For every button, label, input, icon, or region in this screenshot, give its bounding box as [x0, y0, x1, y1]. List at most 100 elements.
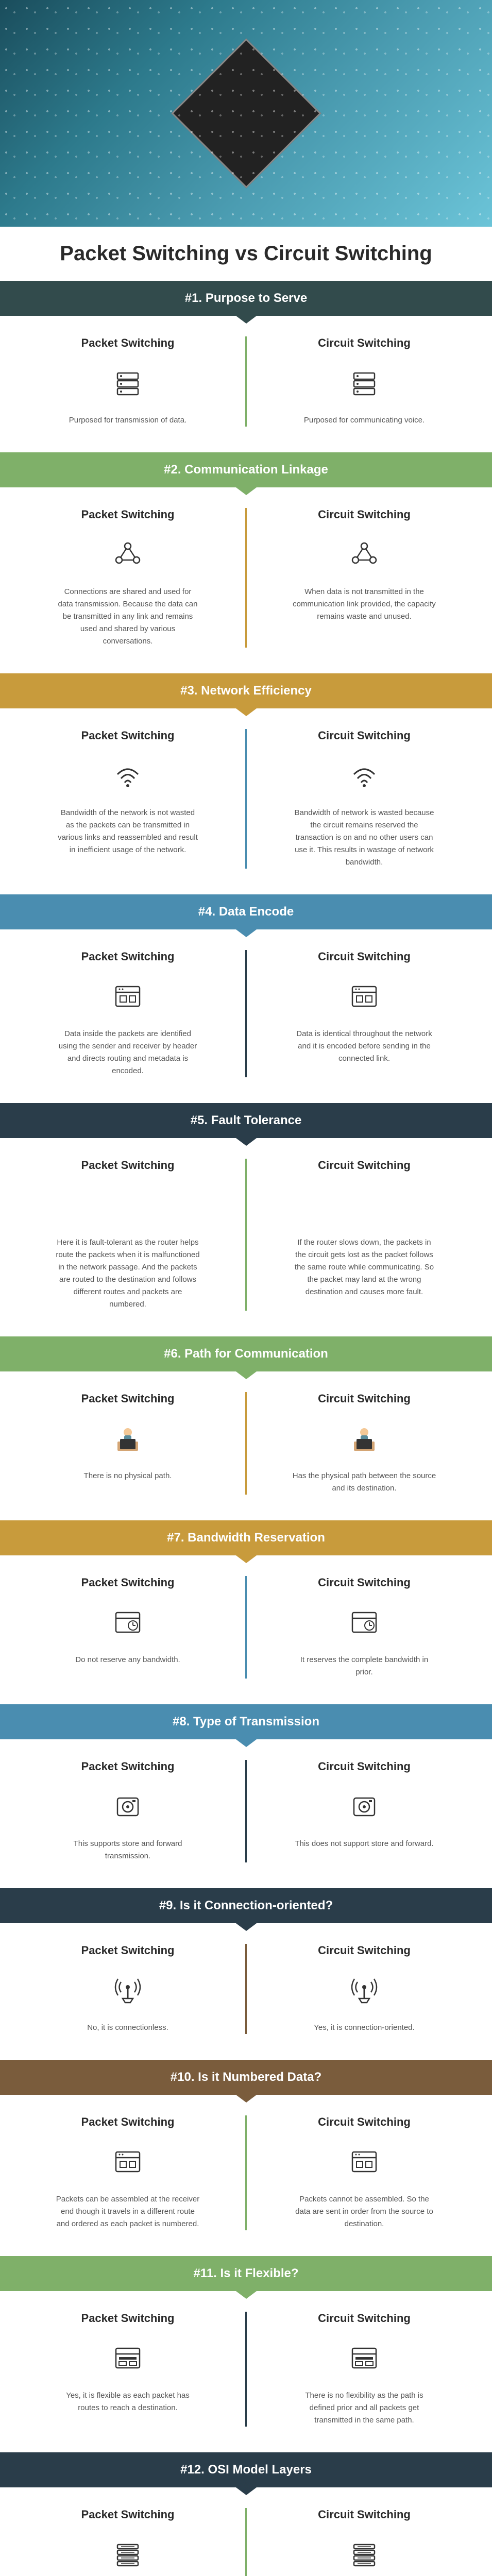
right-col: Circuit Switching Data is identical thro…: [252, 950, 477, 1077]
left-text: Data inside the packets are identified u…: [56, 1028, 200, 1077]
right-heading: Circuit Switching: [262, 2115, 466, 2129]
left-col: Packet Switching Yes, it is flexible as …: [15, 2312, 240, 2427]
section-title: #10. Is it Numbered Data?: [171, 2070, 321, 2084]
left-text: There is no physical path.: [56, 1470, 200, 1482]
right-icon: [262, 2338, 466, 2379]
right-col: Circuit Switching Purposed for communica…: [252, 336, 477, 427]
divider: [245, 729, 247, 869]
section-title: #4. Data Encode: [198, 905, 294, 919]
left-col: Packet Switching Network layer is used.: [15, 2508, 240, 2576]
divider: [245, 2508, 247, 2576]
right-icon: [262, 1602, 466, 1643]
section-header-5: #5. Fault Tolerance: [0, 1103, 492, 1138]
section-title: #7. Bandwidth Reservation: [167, 1531, 325, 1545]
left-icon: [26, 363, 230, 404]
right-col: Circuit Switching When data is not trans…: [252, 508, 477, 648]
section-title: #11. Is it Flexible?: [193, 2266, 298, 2280]
left-col: Packet Switching Packets can be assemble…: [15, 2115, 240, 2230]
right-icon: [262, 1786, 466, 1827]
right-icon: [262, 1185, 466, 1226]
left-col: Packet Switching There is no physical pa…: [15, 1392, 240, 1495]
right-icon: [262, 976, 466, 1018]
right-text: Bandwidth of network is wasted because t…: [292, 807, 436, 869]
divider: [245, 2312, 247, 2427]
section-header-11: #11. Is it Flexible?: [0, 2256, 492, 2291]
right-icon: [262, 2534, 466, 2575]
right-col: Circuit Switching Bandwidth of network i…: [252, 729, 477, 869]
left-col: Packet Switching No, it is connectionles…: [15, 1944, 240, 2034]
compare-row-3: Packet Switching Bandwidth of the networ…: [0, 708, 492, 894]
left-icon: [26, 755, 230, 796]
left-col: Packet Switching Here it is fault-tolera…: [15, 1159, 240, 1311]
left-text: Packets can be assembled at the receiver…: [56, 2193, 200, 2230]
left-text: Purposed for transmission of data.: [56, 414, 200, 427]
section-title: #6. Path for Communication: [164, 1347, 328, 1361]
section-header-7: #7. Bandwidth Reservation: [0, 1520, 492, 1555]
section-header-9: #9. Is it Connection-oriented?: [0, 1888, 492, 1923]
right-heading: Circuit Switching: [262, 1392, 466, 1405]
section-header-10: #10. Is it Numbered Data?: [0, 2060, 492, 2095]
divider: [245, 1944, 247, 2034]
left-col: Packet Switching Bandwidth of the networ…: [15, 729, 240, 869]
divider: [245, 1159, 247, 1311]
right-text: There is no flexibility as the path is d…: [292, 2389, 436, 2427]
left-icon: [26, 2142, 230, 2183]
divider: [245, 1576, 247, 1679]
left-icon: [26, 1602, 230, 1643]
left-icon: [26, 1418, 230, 1460]
right-text: It reserves the complete bandwidth in pr…: [292, 1654, 436, 1679]
right-heading: Circuit Switching: [262, 336, 466, 350]
section-title: #9. Is it Connection-oriented?: [159, 1899, 333, 1912]
section-title: #2. Communication Linkage: [164, 463, 328, 477]
right-heading: Circuit Switching: [262, 950, 466, 963]
right-icon: [262, 2142, 466, 2183]
left-text: Connections are shared and used for data…: [56, 586, 200, 648]
left-col: Packet Switching Connections are shared …: [15, 508, 240, 648]
right-heading: Circuit Switching: [262, 1159, 466, 1172]
section-header-12: #12. OSI Model Layers: [0, 2452, 492, 2487]
left-heading: Packet Switching: [26, 2115, 230, 2129]
section-header-6: #6. Path for Communication: [0, 1336, 492, 1371]
right-icon: [262, 1970, 466, 2011]
left-heading: Packet Switching: [26, 729, 230, 742]
left-icon: [26, 1786, 230, 1827]
left-heading: Packet Switching: [26, 2312, 230, 2325]
section-header-3: #3. Network Efficiency: [0, 673, 492, 708]
left-heading: Packet Switching: [26, 336, 230, 350]
divider: [245, 508, 247, 648]
left-heading: Packet Switching: [26, 1392, 230, 1405]
left-icon: [26, 2534, 230, 2575]
right-text: Purposed for communicating voice.: [292, 414, 436, 427]
right-icon: [262, 363, 466, 404]
section-title: #12. OSI Model Layers: [180, 2463, 312, 2477]
compare-row-11: Packet Switching Yes, it is flexible as …: [0, 2291, 492, 2452]
section-header-1: #1. Purpose to Serve: [0, 281, 492, 316]
right-text: Packets cannot be assembled. So the data…: [292, 2193, 436, 2230]
left-icon: [26, 534, 230, 575]
divider: [245, 1392, 247, 1495]
compare-row-1: Packet Switching Purposed for transmissi…: [0, 316, 492, 452]
left-col: Packet Switching Data inside the packets…: [15, 950, 240, 1077]
compare-row-2: Packet Switching Connections are shared …: [0, 487, 492, 673]
right-col: Circuit Switching Physical layer is used…: [252, 2508, 477, 2576]
right-heading: Circuit Switching: [262, 729, 466, 742]
compare-row-4: Packet Switching Data inside the packets…: [0, 929, 492, 1103]
left-text: Here it is fault-tolerant as the router …: [56, 1236, 200, 1311]
compare-row-8: Packet Switching This supports store and…: [0, 1739, 492, 1888]
right-col: Circuit Switching This does not support …: [252, 1760, 477, 1862]
compare-row-12: Packet Switching Network layer is used. …: [0, 2487, 492, 2576]
left-heading: Packet Switching: [26, 2508, 230, 2521]
section-title: #3. Network Efficiency: [180, 684, 312, 698]
left-text: Bandwidth of the network is not wasted a…: [56, 807, 200, 856]
compare-row-10: Packet Switching Packets can be assemble…: [0, 2095, 492, 2256]
right-col: Circuit Switching Has the physical path …: [252, 1392, 477, 1495]
compare-row-7: Packet Switching Do not reserve any band…: [0, 1555, 492, 1704]
right-heading: Circuit Switching: [262, 2508, 466, 2521]
left-heading: Packet Switching: [26, 1944, 230, 1957]
compare-row-9: Packet Switching No, it is connectionles…: [0, 1923, 492, 2060]
left-text: Yes, it is flexible as each packet has r…: [56, 2389, 200, 2414]
page-title: Packet Switching vs Circuit Switching: [21, 242, 471, 265]
section-header-4: #4. Data Encode: [0, 894, 492, 929]
title-bar: Packet Switching vs Circuit Switching: [0, 227, 492, 281]
right-icon: [262, 1418, 466, 1460]
